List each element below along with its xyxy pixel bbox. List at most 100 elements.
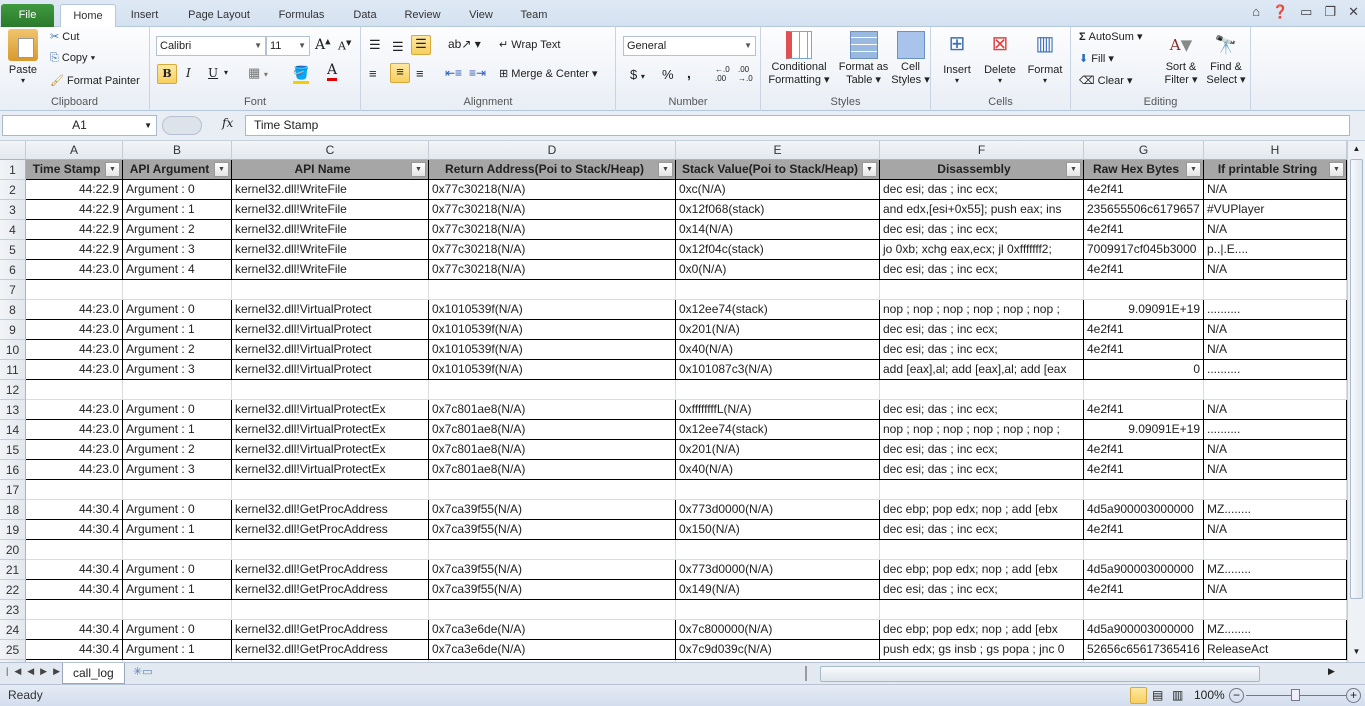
- table-cell[interactable]: kernel32.dll!VirtualProtectEx: [232, 400, 429, 420]
- row-header[interactable]: 26: [0, 660, 26, 662]
- empty-cell[interactable]: [429, 660, 676, 662]
- tab-insert[interactable]: Insert: [130, 9, 159, 21]
- row-header[interactable]: 20: [0, 540, 26, 560]
- table-cell[interactable]: Argument : 2: [123, 340, 232, 360]
- row-header[interactable]: 16: [0, 460, 26, 480]
- grow-font-icon[interactable]: A▲: [315, 37, 331, 53]
- filter-dropdown-icon[interactable]: ▼: [862, 162, 877, 177]
- percent-button[interactable]: %: [662, 67, 674, 82]
- empty-cell[interactable]: [676, 600, 880, 620]
- table-header-cell[interactable]: Return Address(Poi to Stack/Heap) ▼: [429, 160, 676, 180]
- filter-dropdown-icon[interactable]: ▼: [1329, 162, 1344, 177]
- table-cell[interactable]: ..........: [1204, 420, 1347, 440]
- help-icon[interactable]: ❓: [1271, 4, 1289, 19]
- table-header-cell[interactable]: If printable String ▼: [1204, 160, 1347, 180]
- filter-dropdown-icon[interactable]: ▼: [214, 162, 229, 177]
- empty-cell[interactable]: [676, 380, 880, 400]
- table-cell[interactable]: 44:22.9: [26, 220, 123, 240]
- empty-cell[interactable]: [429, 600, 676, 620]
- table-cell[interactable]: 0x12ee74(stack): [676, 300, 880, 320]
- tab-split-handle[interactable]: [805, 666, 815, 681]
- filter-dropdown-icon[interactable]: ▼: [105, 162, 120, 177]
- empty-cell[interactable]: [676, 480, 880, 500]
- table-cell[interactable]: 0x1010539f(N/A): [429, 360, 676, 380]
- table-cell[interactable]: 0x201(N/A): [676, 320, 880, 340]
- table-cell[interactable]: Argument : 1: [123, 200, 232, 220]
- select-all-corner[interactable]: [0, 141, 26, 160]
- cut-button[interactable]: ✂ Cut: [50, 31, 80, 43]
- table-cell[interactable]: 0x7ca3e6de(N/A): [429, 620, 676, 640]
- table-cell[interactable]: dec esi; das ; inc ecx;: [880, 460, 1084, 480]
- empty-cell[interactable]: [26, 540, 123, 560]
- table-cell[interactable]: Argument : 3: [123, 360, 232, 380]
- empty-cell[interactable]: [123, 540, 232, 560]
- fill-button[interactable]: ⬇ Fill ▾: [1079, 53, 1114, 65]
- table-cell[interactable]: N/A: [1204, 320, 1347, 340]
- empty-cell[interactable]: [232, 280, 429, 300]
- empty-cell[interactable]: [676, 660, 880, 662]
- table-cell[interactable]: kernel32.dll!VirtualProtectEx: [232, 420, 429, 440]
- spreadsheet-grid[interactable]: A B C D E F G H 1 Time Stamp ▼ API Argument ▼ API Nam…: [0, 141, 1347, 662]
- table-cell[interactable]: kernel32.dll!GetProcAddress: [232, 560, 429, 580]
- table-cell[interactable]: 4e2f41: [1084, 340, 1204, 360]
- filter-dropdown-icon[interactable]: ▼: [1186, 162, 1201, 177]
- table-cell[interactable]: kernel32.dll!VirtualProtect: [232, 340, 429, 360]
- table-cell[interactable]: ReleaseAct: [1204, 640, 1347, 660]
- table-cell[interactable]: jo 0xb; xchg eax,ecx; jl 0xfffffff2;: [880, 240, 1084, 260]
- table-cell[interactable]: 44:22.9: [26, 200, 123, 220]
- autosum-button[interactable]: Σ AutoSum ▾: [1079, 31, 1143, 43]
- table-cell[interactable]: 0x7ca39f55(N/A): [429, 580, 676, 600]
- empty-cell[interactable]: [1204, 540, 1347, 560]
- table-cell[interactable]: dec esi; das ; inc ecx;: [880, 180, 1084, 200]
- table-cell[interactable]: MZ........: [1204, 500, 1347, 520]
- font-size-select[interactable]: 11 ▼: [266, 36, 310, 56]
- table-cell[interactable]: 0x7c800000(N/A): [676, 620, 880, 640]
- borders-icon[interactable]: ▦ ▾: [248, 65, 268, 80]
- empty-cell[interactable]: [1204, 480, 1347, 500]
- table-cell[interactable]: N/A: [1204, 440, 1347, 460]
- empty-cell[interactable]: [1204, 600, 1347, 620]
- empty-cell[interactable]: [1084, 660, 1204, 662]
- empty-cell[interactable]: [1084, 600, 1204, 620]
- table-cell[interactable]: 0x7ca39f55(N/A): [429, 500, 676, 520]
- table-cell[interactable]: ..........: [1204, 300, 1347, 320]
- formula-bar-handle[interactable]: [162, 116, 202, 135]
- insert-cells-button[interactable]: ⊞ Insert ▾: [939, 31, 975, 85]
- fill-color-icon[interactable]: 🪣: [293, 65, 310, 84]
- table-cell[interactable]: 4e2f41: [1084, 260, 1204, 280]
- table-cell[interactable]: 4e2f41: [1084, 320, 1204, 340]
- table-cell[interactable]: kernel32.dll!GetProcAddress: [232, 640, 429, 660]
- table-cell[interactable]: dec esi; das ; inc ecx;: [880, 320, 1084, 340]
- table-cell[interactable]: nop ; nop ; nop ; nop ; nop ; nop ;: [880, 300, 1084, 320]
- table-cell[interactable]: Argument : 1: [123, 320, 232, 340]
- table-cell[interactable]: 44:22.9: [26, 180, 123, 200]
- empty-cell[interactable]: [1084, 540, 1204, 560]
- table-cell[interactable]: 0x1010539f(N/A): [429, 320, 676, 340]
- table-cell[interactable]: Argument : 1: [123, 580, 232, 600]
- copy-button[interactable]: ⎘ Copy ▾: [50, 52, 96, 64]
- column-header-b[interactable]: B: [123, 141, 232, 160]
- table-cell[interactable]: 0x12ee74(stack): [676, 420, 880, 440]
- page-layout-view-icon[interactable]: ▤: [1152, 688, 1164, 702]
- table-cell[interactable]: 44:30.4: [26, 620, 123, 640]
- table-cell[interactable]: 44:23.0: [26, 340, 123, 360]
- align-right-icon[interactable]: ≡: [416, 66, 424, 81]
- table-cell[interactable]: ..........: [1204, 360, 1347, 380]
- underline-dropdown-icon[interactable]: ▾: [224, 68, 229, 77]
- empty-cell[interactable]: [429, 540, 676, 560]
- table-cell[interactable]: 44:30.4: [26, 560, 123, 580]
- empty-cell[interactable]: [232, 480, 429, 500]
- row-header[interactable]: 6: [0, 260, 26, 280]
- table-cell[interactable]: kernel32.dll!WriteFile: [232, 220, 429, 240]
- empty-cell[interactable]: [232, 660, 429, 662]
- empty-cell[interactable]: [880, 380, 1084, 400]
- table-cell[interactable]: 44:30.4: [26, 580, 123, 600]
- tab-file[interactable]: File: [1, 4, 54, 27]
- table-cell[interactable]: dec ebp; pop edx; nop ; add [ebx: [880, 620, 1084, 640]
- tab-formulas[interactable]: Formulas: [278, 9, 325, 21]
- empty-cell[interactable]: [429, 380, 676, 400]
- table-cell[interactable]: 0xffffffffL(N/A): [676, 400, 880, 420]
- sheet-tab-call-log[interactable]: call_log: [62, 663, 125, 684]
- find-select-button[interactable]: 🔭 Find & Select ▾: [1204, 31, 1248, 87]
- table-cell[interactable]: 44:23.0: [26, 420, 123, 440]
